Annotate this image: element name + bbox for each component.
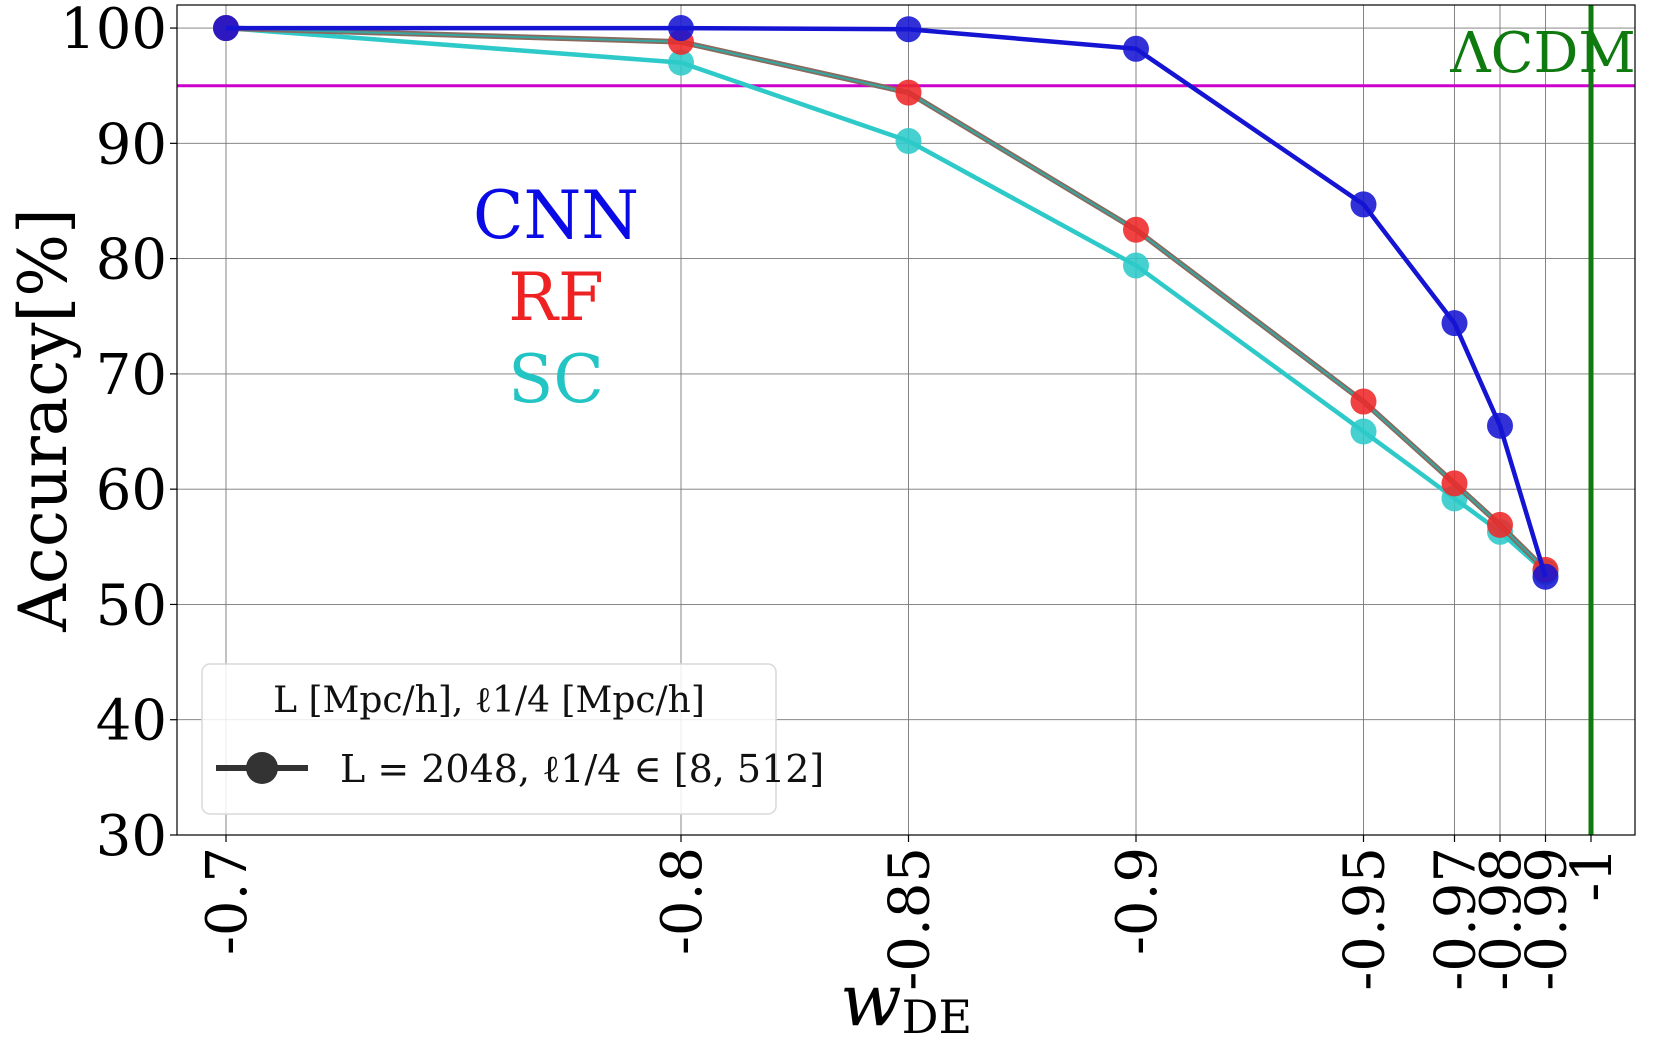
plot-frame: [176, 4, 1636, 836]
legend-marker: [246, 752, 278, 784]
data-point: [668, 15, 694, 42]
y-tick-label: 80: [96, 228, 167, 293]
y-tick-label: 70: [96, 343, 167, 408]
x-axis-label: wDE: [840, 958, 972, 1037]
x-axis-label-main: w: [840, 958, 902, 1037]
x-tick-label: -0.95: [1333, 847, 1398, 991]
series-sc: [213, 15, 1559, 586]
data-point: [668, 49, 694, 76]
x-tick-label: -0.85: [878, 847, 943, 991]
annotation-cnn: CNN: [473, 177, 639, 254]
x-tick-label: -0.9: [1105, 847, 1170, 955]
data-point: [1123, 252, 1149, 279]
data-point: [1123, 35, 1149, 62]
x-tick-label: -0.98: [1469, 847, 1534, 991]
x-tick-label: -0.99: [1515, 847, 1580, 991]
series-rf: [213, 15, 1559, 583]
y-tick-label: 60: [96, 458, 167, 523]
y-tick-label: 40: [96, 689, 167, 754]
data-point: [1123, 216, 1149, 243]
y-axis-label: Accuracy[%]: [5, 208, 82, 632]
data-point: [213, 15, 239, 42]
legend: L [Mpc/h], ℓ1/4 [Mpc/h] L = 2048, ℓ1/4 ∈…: [201, 663, 824, 815]
data-point: [1441, 310, 1468, 337]
data-point: [1350, 418, 1377, 445]
data-point: [895, 128, 922, 155]
series-line: [225, 25, 1547, 574]
annotation-sc: SC: [508, 341, 604, 418]
annotation-rf: RF: [508, 259, 604, 336]
legend-entry: L = 2048, ℓ1/4 ∈ [8, 512]: [340, 747, 824, 791]
data-point: [1532, 563, 1559, 590]
y-tick-label: 90: [96, 112, 167, 177]
legend-title: L [Mpc/h], ℓ1/4 [Mpc/h]: [273, 680, 705, 721]
data-point: [1487, 412, 1513, 439]
x-tick-label: -0.97: [1424, 847, 1489, 991]
series: [213, 15, 1559, 590]
data-point: [1441, 470, 1468, 497]
x-axis-label-sub: DE: [902, 990, 972, 1037]
legend-box: [201, 663, 777, 815]
series-line: [225, 27, 1547, 571]
vline-label: ΛCDM: [1449, 21, 1636, 86]
data-point: [1350, 388, 1377, 415]
x-tick-label: -1: [1560, 847, 1625, 902]
series-line-outline: [225, 25, 1548, 572]
y-tick-label: 50: [96, 573, 167, 638]
x-tick-label: -0.8: [650, 847, 715, 955]
data-point: [895, 79, 922, 106]
data-point: [895, 16, 922, 43]
series-cnn: [213, 15, 1559, 590]
y-tick-label: 100: [60, 0, 167, 62]
axes: [176, 4, 1636, 836]
x-tick-label: -0.7: [195, 847, 260, 955]
y-tick-label: 30: [96, 804, 167, 869]
data-point: [1350, 191, 1377, 218]
series-line: [226, 25, 1548, 578]
data-point: [1487, 511, 1513, 538]
